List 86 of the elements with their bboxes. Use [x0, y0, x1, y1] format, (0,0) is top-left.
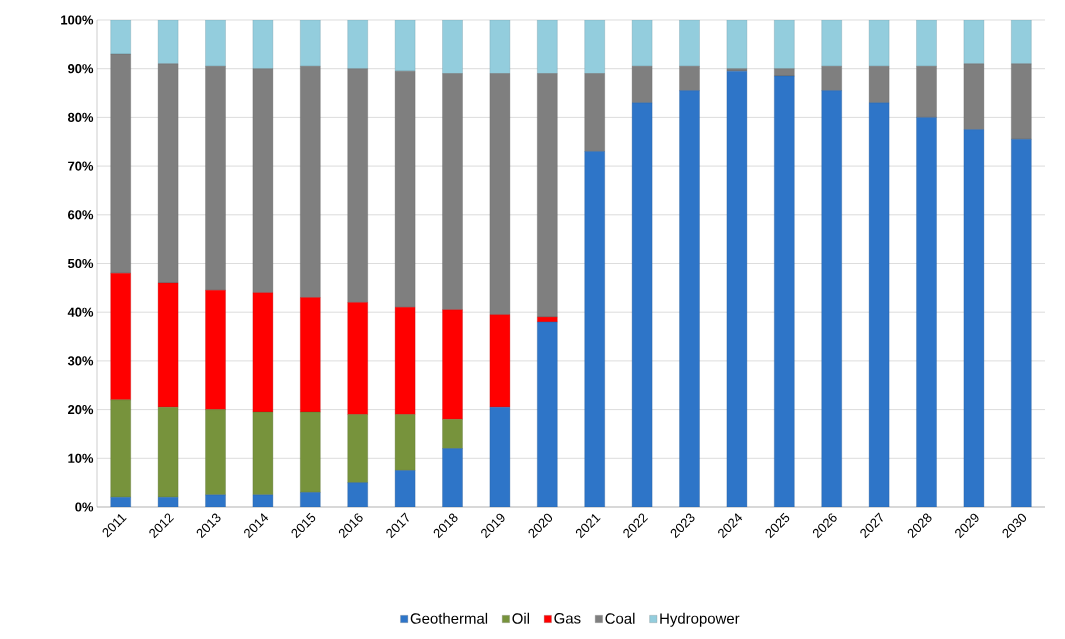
bar [489, 314, 511, 408]
y-tick-label: 100% [61, 15, 94, 25]
bar [110, 273, 131, 401]
bar [916, 19, 937, 67]
bar [205, 66, 226, 291]
bar [774, 19, 795, 69]
y-tick-label: 50% [67, 258, 94, 269]
bar [347, 302, 368, 415]
bar [300, 19, 321, 67]
legend-label: Hydropower [660, 612, 740, 627]
bar [963, 129, 985, 507]
y-tick-label: 30% [67, 356, 94, 366]
bar [205, 19, 226, 67]
y-tick-label: 40% [67, 307, 94, 317]
bar [300, 411, 321, 493]
bar [631, 66, 653, 103]
bar [157, 63, 179, 284]
bar [679, 19, 700, 67]
bar [631, 19, 653, 67]
bar [394, 414, 416, 471]
y-tick-label: 0% [75, 502, 94, 512]
bar [442, 419, 463, 449]
y-tick-label: 80% [67, 112, 94, 122]
bar [1011, 63, 1032, 140]
bar [110, 53, 131, 274]
bar [1011, 19, 1032, 64]
bar [394, 70, 416, 308]
bar [916, 66, 937, 118]
bar [537, 73, 558, 318]
y-tick-label: 10% [68, 453, 94, 463]
y-tick-label: 70% [68, 161, 94, 171]
bar [726, 19, 748, 69]
bar [252, 68, 274, 293]
bar [631, 102, 653, 507]
bar [252, 19, 274, 69]
bar [821, 66, 842, 91]
legend-label: Geothermal [410, 612, 488, 624]
bar [442, 309, 463, 420]
bar [868, 102, 890, 507]
bar [679, 90, 700, 507]
bar [1011, 139, 1032, 507]
bar [347, 19, 368, 69]
y-tick-label: 60% [68, 210, 94, 220]
bar [442, 73, 463, 310]
bar [489, 19, 511, 74]
bar [963, 19, 985, 64]
bar [821, 19, 842, 67]
bar [205, 290, 226, 410]
bar [347, 68, 368, 303]
bar [157, 407, 179, 498]
bar [679, 66, 700, 91]
bar [537, 19, 558, 74]
bar [205, 409, 226, 495]
bar [537, 316, 558, 323]
bar [394, 307, 416, 415]
bar [868, 19, 890, 67]
bar [110, 19, 131, 55]
bar [584, 73, 605, 152]
bar [300, 66, 321, 298]
bar [300, 297, 321, 413]
bar [394, 19, 416, 72]
bar [584, 151, 605, 507]
bar [774, 68, 795, 77]
bar [252, 292, 274, 413]
legend-label: Gas [554, 613, 581, 624]
bar [157, 19, 179, 64]
bar [963, 63, 985, 130]
bar [584, 19, 605, 74]
bar [821, 90, 842, 507]
bar [442, 19, 463, 74]
bar [774, 75, 795, 507]
bar [252, 411, 274, 495]
bar [726, 70, 748, 507]
legend-label: Coal [605, 612, 635, 624]
y-tick-label: 20% [68, 405, 94, 415]
bar [442, 448, 463, 507]
bar [347, 414, 368, 483]
bar [868, 66, 890, 103]
legend-label: Oil [512, 612, 529, 624]
bar [347, 482, 368, 507]
bar [537, 321, 558, 507]
bar [157, 282, 179, 408]
bar [489, 73, 511, 315]
y-tick-label: 90% [68, 64, 94, 74]
bar [916, 117, 937, 507]
bar [110, 399, 131, 498]
